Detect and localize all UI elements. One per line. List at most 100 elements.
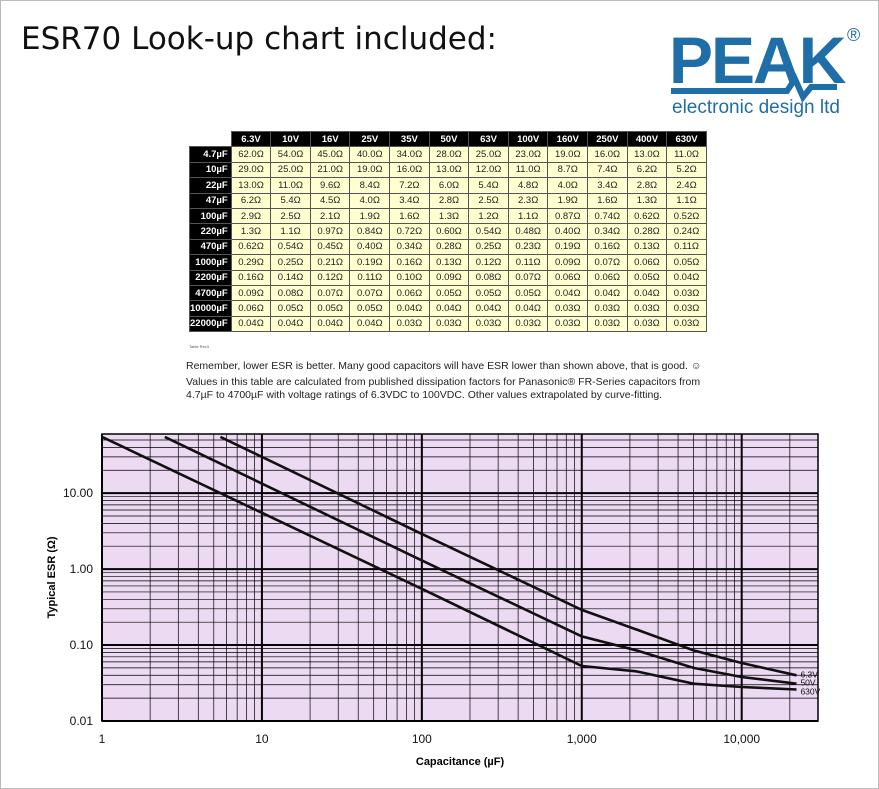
esr-cell: 11.0Ω bbox=[507, 161, 549, 179]
esr-cell: 0.97Ω bbox=[309, 223, 351, 240]
esr-cell: 0.28Ω bbox=[626, 223, 668, 240]
esr-cell: 0.05Ω bbox=[349, 300, 391, 317]
esr-cell: 0.07Ω bbox=[349, 284, 391, 302]
esr-cell: 0.16Ω bbox=[389, 254, 430, 271]
x-tick-label: 1 bbox=[99, 732, 106, 746]
esr-cell: 0.08Ω bbox=[468, 269, 509, 286]
esr-cell: 29.0Ω bbox=[230, 161, 272, 179]
esr-cell: 0.05Ω bbox=[666, 254, 707, 271]
y-tick-label: 1.00 bbox=[70, 562, 94, 576]
table-row: 22µF 13.0Ω 11.0Ω 9.6Ω 8.4Ω 7.2Ω 6.0Ω 5.4Ω 4.8Ω 4.… bbox=[189, 177, 707, 194]
esr-cell: 0.72Ω bbox=[389, 223, 430, 240]
esr-cell: 1.2Ω bbox=[468, 207, 509, 225]
esr-cell: 2.5Ω bbox=[468, 192, 509, 209]
row-header: 10µF bbox=[189, 161, 232, 179]
row-header: 2200µF bbox=[189, 269, 232, 286]
esr-cell: 0.05Ω bbox=[507, 284, 549, 302]
esr-cell: 0.05Ω bbox=[468, 284, 509, 302]
column-header: 10V bbox=[270, 130, 311, 148]
x-tick-label: 10,000 bbox=[723, 732, 760, 746]
esr-cell: 0.11Ω bbox=[666, 238, 707, 256]
esr-table: 6.3V 10V 16V 25V 35V 50V 63V 100V 160V 250V 400V 63… bbox=[189, 130, 707, 333]
esr-cell: 0.29Ω bbox=[230, 254, 272, 271]
esr-cell: 0.09Ω bbox=[547, 254, 589, 271]
esr-cell: 0.03Ω bbox=[666, 284, 707, 302]
esr-cell: 1.1Ω bbox=[666, 192, 707, 209]
x-tick-label: 1,000 bbox=[567, 732, 597, 746]
esr-cell: 0.52Ω bbox=[666, 207, 707, 225]
esr-cell: 0.03Ω bbox=[428, 315, 470, 333]
y-tick-label: 10.00 bbox=[63, 486, 93, 500]
row-header: 4.7µF bbox=[189, 146, 232, 163]
column-header: 50V bbox=[428, 130, 470, 148]
esr-cell: 16.0Ω bbox=[389, 161, 430, 179]
esr-cell: 0.10Ω bbox=[389, 269, 430, 286]
column-header: 16V bbox=[309, 130, 351, 148]
logo-tagline: electronic design ltd bbox=[672, 97, 840, 118]
esr-cell: 0.24Ω bbox=[666, 223, 707, 240]
series-line-6.3V bbox=[219, 435, 797, 677]
logo-registered: ® bbox=[847, 25, 860, 45]
esr-cell: 25.0Ω bbox=[270, 161, 311, 179]
esr-cell: 0.07Ω bbox=[507, 269, 549, 286]
series-label: 50V bbox=[800, 677, 815, 687]
esr-cell: 0.03Ω bbox=[626, 300, 668, 317]
esr-cell: 9.6Ω bbox=[309, 177, 351, 194]
esr-cell: 0.13Ω bbox=[428, 254, 470, 271]
esr-cell: 0.06Ω bbox=[389, 284, 430, 302]
esr-cell: 0.03Ω bbox=[547, 315, 589, 333]
esr-cell: 13.0Ω bbox=[626, 146, 668, 163]
esr-cell: 1.6Ω bbox=[587, 192, 628, 209]
table-revision: Table Rev3 bbox=[189, 344, 210, 349]
esr-cell: 4.0Ω bbox=[349, 192, 391, 209]
column-header: 630V bbox=[666, 130, 707, 148]
esr-cell: 0.28Ω bbox=[428, 238, 470, 256]
row-header: 22µF bbox=[189, 177, 232, 194]
esr-cell: 19.0Ω bbox=[349, 161, 391, 179]
esr-cell: 0.54Ω bbox=[468, 223, 509, 240]
esr-cell: 0.11Ω bbox=[507, 254, 549, 271]
esr-cell: 62.0Ω bbox=[230, 146, 272, 163]
esr-cell: 0.25Ω bbox=[468, 238, 509, 256]
esr-cell: 16.0Ω bbox=[587, 146, 628, 163]
row-header: 100µF bbox=[189, 207, 232, 225]
esr-cell: 28.0Ω bbox=[428, 146, 470, 163]
esr-cell: 0.04Ω bbox=[547, 284, 589, 302]
peak-logo: PEAK ® bbox=[669, 23, 860, 103]
esr-cell: 5.4Ω bbox=[468, 177, 509, 194]
esr-cell: 0.40Ω bbox=[547, 223, 589, 240]
esr-cell: 0.03Ω bbox=[389, 315, 430, 333]
slide-title: ESR70 Look-up chart included: bbox=[21, 21, 497, 57]
esr-cell: 0.03Ω bbox=[547, 300, 589, 317]
esr-cell: 1.1Ω bbox=[507, 207, 549, 225]
esr-cell: 6.0Ω bbox=[428, 177, 470, 194]
esr-cell: 0.13Ω bbox=[626, 238, 668, 256]
row-header: 1000µF bbox=[189, 254, 232, 271]
note-line: Values in this table are calculated from… bbox=[186, 376, 701, 388]
esr-cell: 0.25Ω bbox=[270, 254, 311, 271]
row-header: 10000µF bbox=[189, 300, 232, 317]
esr-cell: 34.0Ω bbox=[389, 146, 430, 163]
esr-cell: 2.1Ω bbox=[309, 207, 351, 225]
esr-cell: 0.19Ω bbox=[547, 238, 589, 256]
row-header: 22000µF bbox=[189, 315, 232, 333]
esr-cell: 0.34Ω bbox=[587, 223, 628, 240]
esr-cell: 21.0Ω bbox=[309, 161, 351, 179]
column-header: 160V bbox=[547, 130, 589, 148]
esr-cell: 40.0Ω bbox=[349, 146, 391, 163]
esr-cell: 1.3Ω bbox=[626, 192, 668, 209]
esr-cell: 11.0Ω bbox=[270, 177, 311, 194]
esr-cell: 23.0Ω bbox=[507, 146, 549, 163]
esr-cell: 0.03Ω bbox=[587, 315, 628, 333]
esr-cell: 0.06Ω bbox=[230, 300, 272, 317]
table-row: 10µF 29.0Ω 25.0Ω 21.0Ω 19.0Ω 16.0Ω 13.0Ω 12.0Ω 1… bbox=[189, 161, 707, 179]
esr-cell: 2.3Ω bbox=[507, 192, 549, 209]
note-line: Remember, lower ESR is better. Many good… bbox=[186, 360, 702, 372]
esr-cell: 1.1Ω bbox=[270, 223, 311, 240]
table-row: 22000µF 0.04Ω 0.04Ω 0.04Ω 0.04Ω 0.03Ω 0.03Ω 0.0… bbox=[189, 315, 707, 333]
esr-cell: 0.40Ω bbox=[349, 238, 391, 256]
y-tick-label: 0.01 bbox=[70, 714, 94, 728]
esr-cell: 8.4Ω bbox=[349, 177, 391, 194]
esr-cell: 0.14Ω bbox=[270, 269, 311, 286]
esr-cell: 0.04Ω bbox=[428, 300, 470, 317]
